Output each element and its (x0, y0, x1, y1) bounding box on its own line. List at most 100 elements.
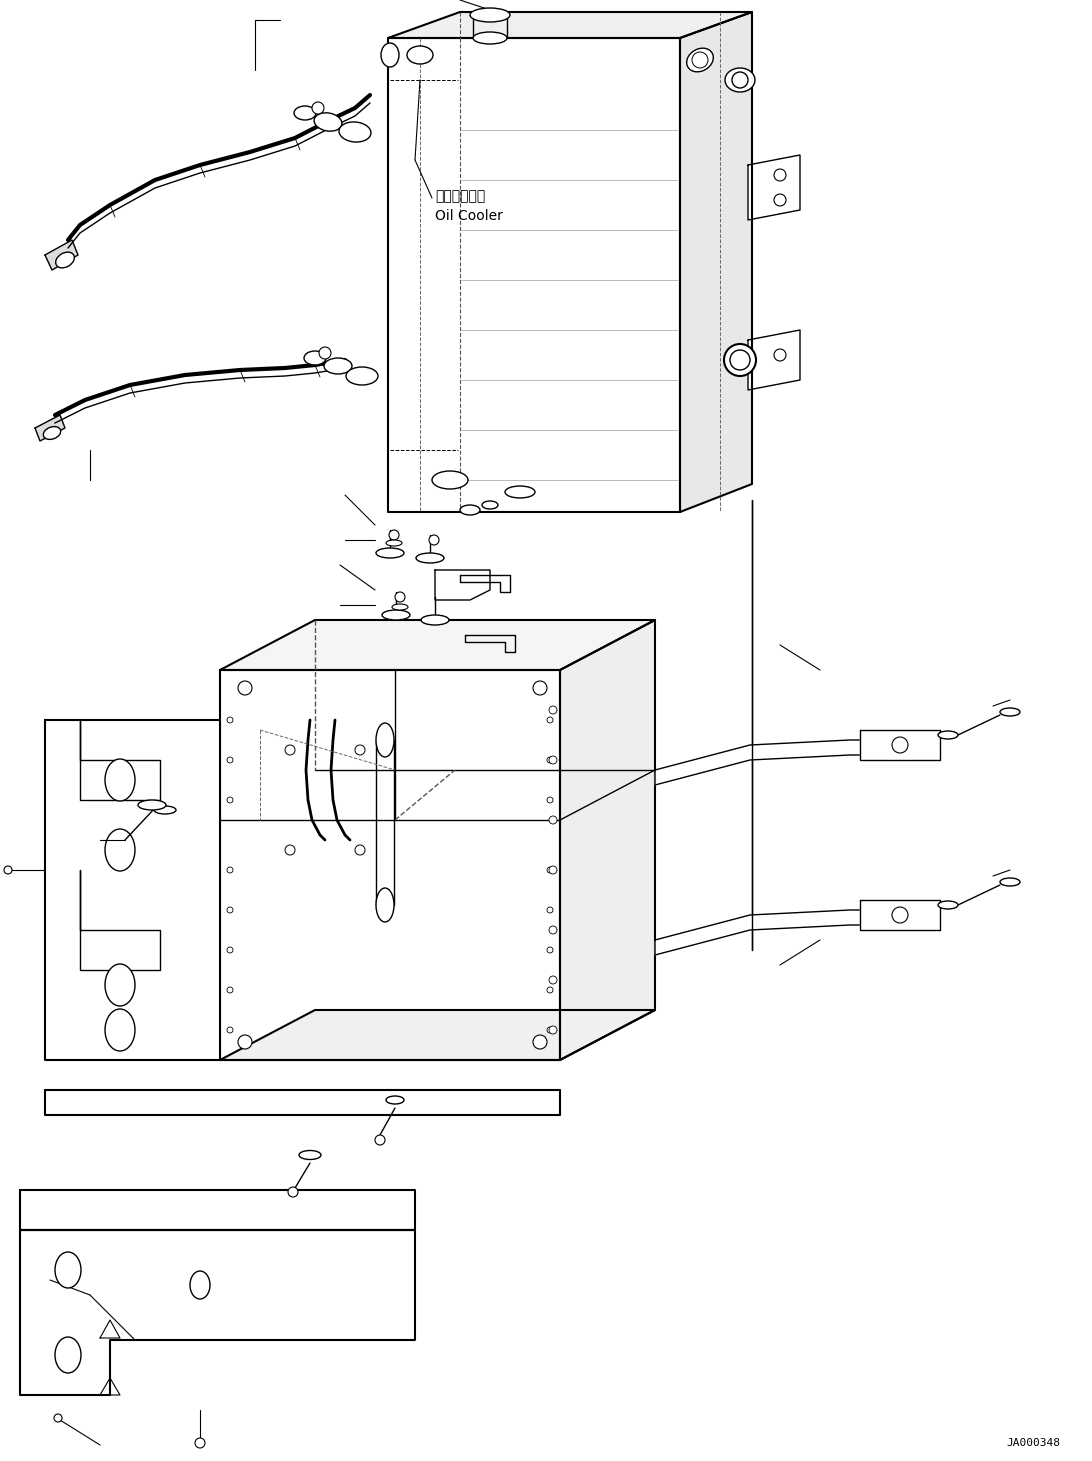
Circle shape (288, 1186, 298, 1197)
Circle shape (429, 535, 439, 545)
Ellipse shape (105, 828, 135, 871)
Polygon shape (655, 910, 870, 955)
Circle shape (774, 349, 786, 361)
Circle shape (547, 947, 553, 953)
Ellipse shape (346, 367, 378, 386)
Ellipse shape (314, 112, 342, 131)
Circle shape (549, 926, 557, 934)
Ellipse shape (299, 1150, 321, 1160)
Polygon shape (219, 671, 560, 1061)
Polygon shape (219, 619, 655, 671)
Ellipse shape (294, 107, 316, 120)
Circle shape (319, 348, 331, 359)
Circle shape (355, 745, 365, 755)
Polygon shape (860, 730, 940, 760)
Polygon shape (45, 720, 219, 1061)
Circle shape (549, 706, 557, 714)
Text: オイルクーラ: オイルクーラ (435, 188, 485, 203)
Circle shape (549, 817, 557, 824)
Ellipse shape (304, 351, 327, 365)
Ellipse shape (190, 1271, 210, 1299)
Circle shape (389, 530, 399, 541)
Circle shape (238, 681, 252, 695)
Text: Oil Cooler: Oil Cooler (435, 209, 503, 224)
Circle shape (533, 1034, 547, 1049)
Polygon shape (219, 1010, 655, 1061)
Ellipse shape (376, 888, 394, 922)
Polygon shape (560, 619, 655, 1061)
Circle shape (549, 1026, 557, 1034)
Circle shape (892, 907, 909, 923)
Ellipse shape (56, 253, 74, 267)
Circle shape (547, 988, 553, 993)
Circle shape (547, 798, 553, 804)
Ellipse shape (385, 541, 402, 546)
Ellipse shape (138, 801, 166, 809)
Ellipse shape (105, 964, 135, 1007)
Ellipse shape (105, 760, 135, 801)
Circle shape (549, 755, 557, 764)
Circle shape (692, 53, 708, 69)
Circle shape (227, 866, 233, 874)
Ellipse shape (416, 554, 444, 562)
Ellipse shape (432, 470, 468, 489)
Circle shape (395, 592, 405, 602)
Ellipse shape (392, 603, 408, 611)
Circle shape (227, 988, 233, 993)
Circle shape (227, 798, 233, 804)
Polygon shape (45, 240, 78, 270)
Circle shape (227, 757, 233, 763)
Circle shape (729, 351, 750, 370)
Ellipse shape (55, 1252, 81, 1289)
Circle shape (285, 745, 295, 755)
Text: JA000348: JA000348 (1006, 1438, 1060, 1448)
Circle shape (312, 102, 324, 114)
Polygon shape (35, 415, 66, 441)
Ellipse shape (385, 1096, 404, 1105)
Circle shape (355, 844, 365, 855)
Polygon shape (388, 12, 752, 38)
Ellipse shape (55, 1337, 81, 1373)
Ellipse shape (339, 121, 371, 142)
Ellipse shape (482, 501, 498, 508)
Ellipse shape (938, 730, 958, 739)
Ellipse shape (376, 723, 394, 757)
Circle shape (774, 169, 786, 181)
Polygon shape (748, 155, 800, 221)
Circle shape (549, 866, 557, 874)
Ellipse shape (470, 7, 510, 22)
Ellipse shape (44, 427, 61, 440)
Polygon shape (680, 12, 752, 511)
Polygon shape (80, 720, 161, 801)
Circle shape (547, 907, 553, 913)
Ellipse shape (725, 69, 755, 92)
Ellipse shape (938, 901, 958, 909)
Circle shape (54, 1414, 62, 1422)
Ellipse shape (324, 358, 352, 374)
Ellipse shape (105, 1010, 135, 1050)
Circle shape (195, 1438, 205, 1448)
Circle shape (227, 907, 233, 913)
Ellipse shape (473, 32, 507, 44)
Circle shape (547, 757, 553, 763)
Circle shape (375, 1135, 385, 1145)
Circle shape (549, 976, 557, 985)
Ellipse shape (1000, 878, 1020, 885)
Polygon shape (80, 869, 161, 970)
Ellipse shape (382, 611, 410, 619)
Circle shape (892, 736, 909, 752)
Circle shape (774, 194, 786, 206)
Circle shape (547, 717, 553, 723)
Ellipse shape (381, 42, 399, 67)
Ellipse shape (1000, 709, 1020, 716)
Circle shape (227, 1027, 233, 1033)
Circle shape (533, 681, 547, 695)
Circle shape (732, 72, 748, 88)
Ellipse shape (154, 806, 176, 814)
Ellipse shape (422, 615, 449, 625)
Polygon shape (860, 900, 940, 931)
Polygon shape (20, 1191, 415, 1230)
Ellipse shape (687, 48, 713, 72)
Ellipse shape (724, 343, 756, 375)
Polygon shape (45, 1090, 560, 1115)
